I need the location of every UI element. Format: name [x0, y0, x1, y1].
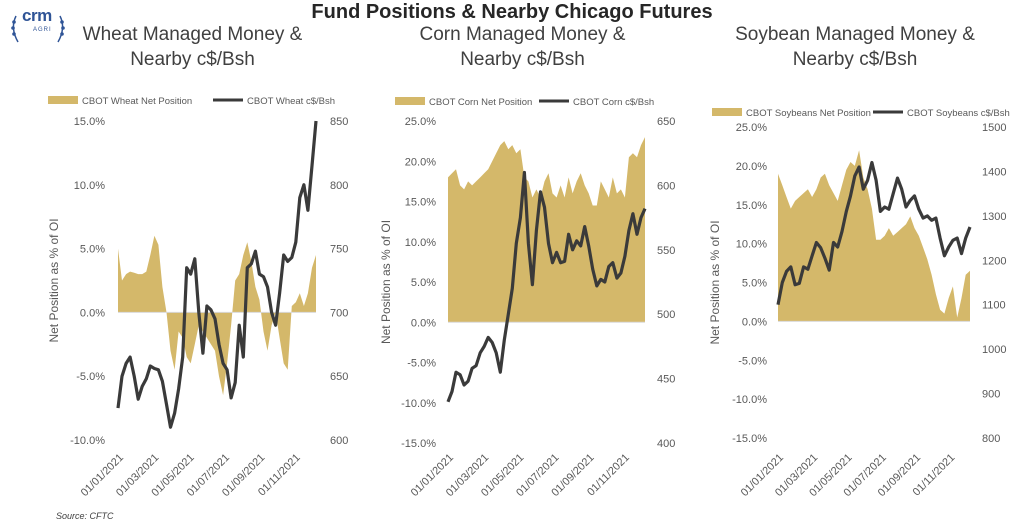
- logo-text: crm: [22, 6, 52, 25]
- y-tick-label: -5.0%: [76, 371, 105, 383]
- legend-label-area: CBOT Soybeans Net Position: [746, 108, 871, 119]
- legend-label-line: CBOT Soybeans c$/Bsh: [907, 108, 1010, 119]
- y-tick-label: -5.0%: [738, 355, 767, 367]
- y-tick-label: 25.0%: [405, 116, 436, 128]
- y2-tick-label: 1200: [982, 255, 1006, 267]
- y2-tick-label: 1300: [982, 211, 1006, 223]
- line-series-wheat: [116, 120, 318, 429]
- y-tick-label: 25.0%: [736, 122, 767, 134]
- y-tick-label: 5.0%: [742, 278, 767, 290]
- y-tick-label: -10.0%: [401, 398, 436, 410]
- legend-label-line: CBOT Wheat c$/Bsh: [247, 96, 335, 107]
- legend-swatch-area: [712, 108, 742, 116]
- legend-swatch-area: [395, 97, 425, 105]
- y2-tick-label: 1100: [982, 300, 1006, 312]
- laurel-icon: [11, 15, 65, 43]
- legend-label-area: CBOT Corn Net Position: [429, 97, 532, 108]
- brand-logo: [6, 6, 70, 46]
- y-tick-label: 10.0%: [74, 180, 105, 192]
- y-tick-label: -10.0%: [70, 435, 105, 447]
- y-tick-label: -5.0%: [407, 358, 436, 370]
- y2-tick-label: 650: [330, 371, 348, 383]
- y-axis-label: Net Position as % of OI: [47, 218, 61, 342]
- y2-tick-label: 650: [657, 116, 675, 128]
- line-series-corn: [446, 170, 647, 403]
- y-tick-label: -10.0%: [732, 394, 767, 406]
- y-tick-label: -15.0%: [401, 438, 436, 450]
- y-tick-label: 20.0%: [405, 156, 436, 168]
- chart-title-wheat: Wheat Managed Money & Nearby c$/Bsh: [82, 24, 303, 70]
- line-series-soybean: [776, 160, 972, 306]
- y-tick-label: 15.0%: [736, 200, 767, 212]
- y-tick-label: 15.0%: [74, 116, 105, 128]
- chart-title-corn: Corn Managed Money & Nearby c$/Bsh: [419, 24, 626, 70]
- logo-subtext: AGRI: [33, 27, 52, 33]
- y2-tick-label: 1000: [982, 344, 1006, 356]
- chart-wheat: 15.0% 10.0% 5.0% 0.0% -5.0% -10.0% 850 800 750 70…: [47, 96, 348, 499]
- y2-tick-label: 550: [657, 245, 675, 257]
- y2-tick-label: 900: [982, 389, 1000, 401]
- y-axis-label: Net Position as % of OI: [379, 220, 393, 344]
- y-tick-label: 5.0%: [80, 244, 105, 256]
- y-axis-label: Net Position as % of OI: [708, 220, 722, 344]
- chart-corn: 25.0% 20.0% 15.0% 10.0% 5.0% 0.0% -5.0% -10.0% -…: [379, 97, 675, 499]
- source-note: Source: CFTC: [56, 511, 114, 521]
- y-tick-label: 10.0%: [736, 239, 767, 251]
- y-tick-label: 5.0%: [411, 277, 436, 289]
- y2-tick-label: 400: [657, 438, 675, 450]
- y2-tick-label: 750: [330, 244, 348, 256]
- y2-tick-label: 450: [657, 374, 675, 386]
- y2-tick-label: 850: [330, 116, 348, 128]
- chart-title-soybean: Soybean Managed Money & Nearby c$/Bsh: [735, 24, 975, 70]
- y2-tick-label: 600: [657, 180, 675, 192]
- y2-tick-label: 1400: [982, 166, 1006, 178]
- legend-swatch-area: [48, 96, 78, 104]
- area-series-wheat: [118, 235, 316, 396]
- y-tick-label: 0.0%: [80, 307, 105, 319]
- area-series-soybean: [778, 150, 970, 322]
- y-tick-label: -15.0%: [732, 433, 767, 445]
- y-tick-label: 0.0%: [742, 316, 767, 328]
- y2-tick-label: 500: [657, 309, 675, 321]
- y-tick-label: 0.0%: [411, 317, 436, 329]
- y2-tick-label: 800: [330, 180, 348, 192]
- chart-soybean: 25.0% 20.0% 15.0% 10.0% 5.0% 0.0% -5.0% -10.0% -…: [708, 108, 1010, 499]
- legend-label-line: CBOT Corn c$/Bsh: [573, 97, 654, 108]
- y2-tick-label: 600: [330, 435, 348, 447]
- y-tick-label: 20.0%: [736, 161, 767, 173]
- y2-tick-label: 1500: [982, 122, 1006, 134]
- legend-label-area: CBOT Wheat Net Position: [82, 96, 192, 107]
- y-tick-label: 15.0%: [405, 197, 436, 209]
- y2-tick-label: 700: [330, 307, 348, 319]
- page-title: Fund Positions & Nearby Chicago Futures: [311, 1, 713, 23]
- y-tick-label: 10.0%: [405, 237, 436, 249]
- y2-tick-label: 800: [982, 433, 1000, 445]
